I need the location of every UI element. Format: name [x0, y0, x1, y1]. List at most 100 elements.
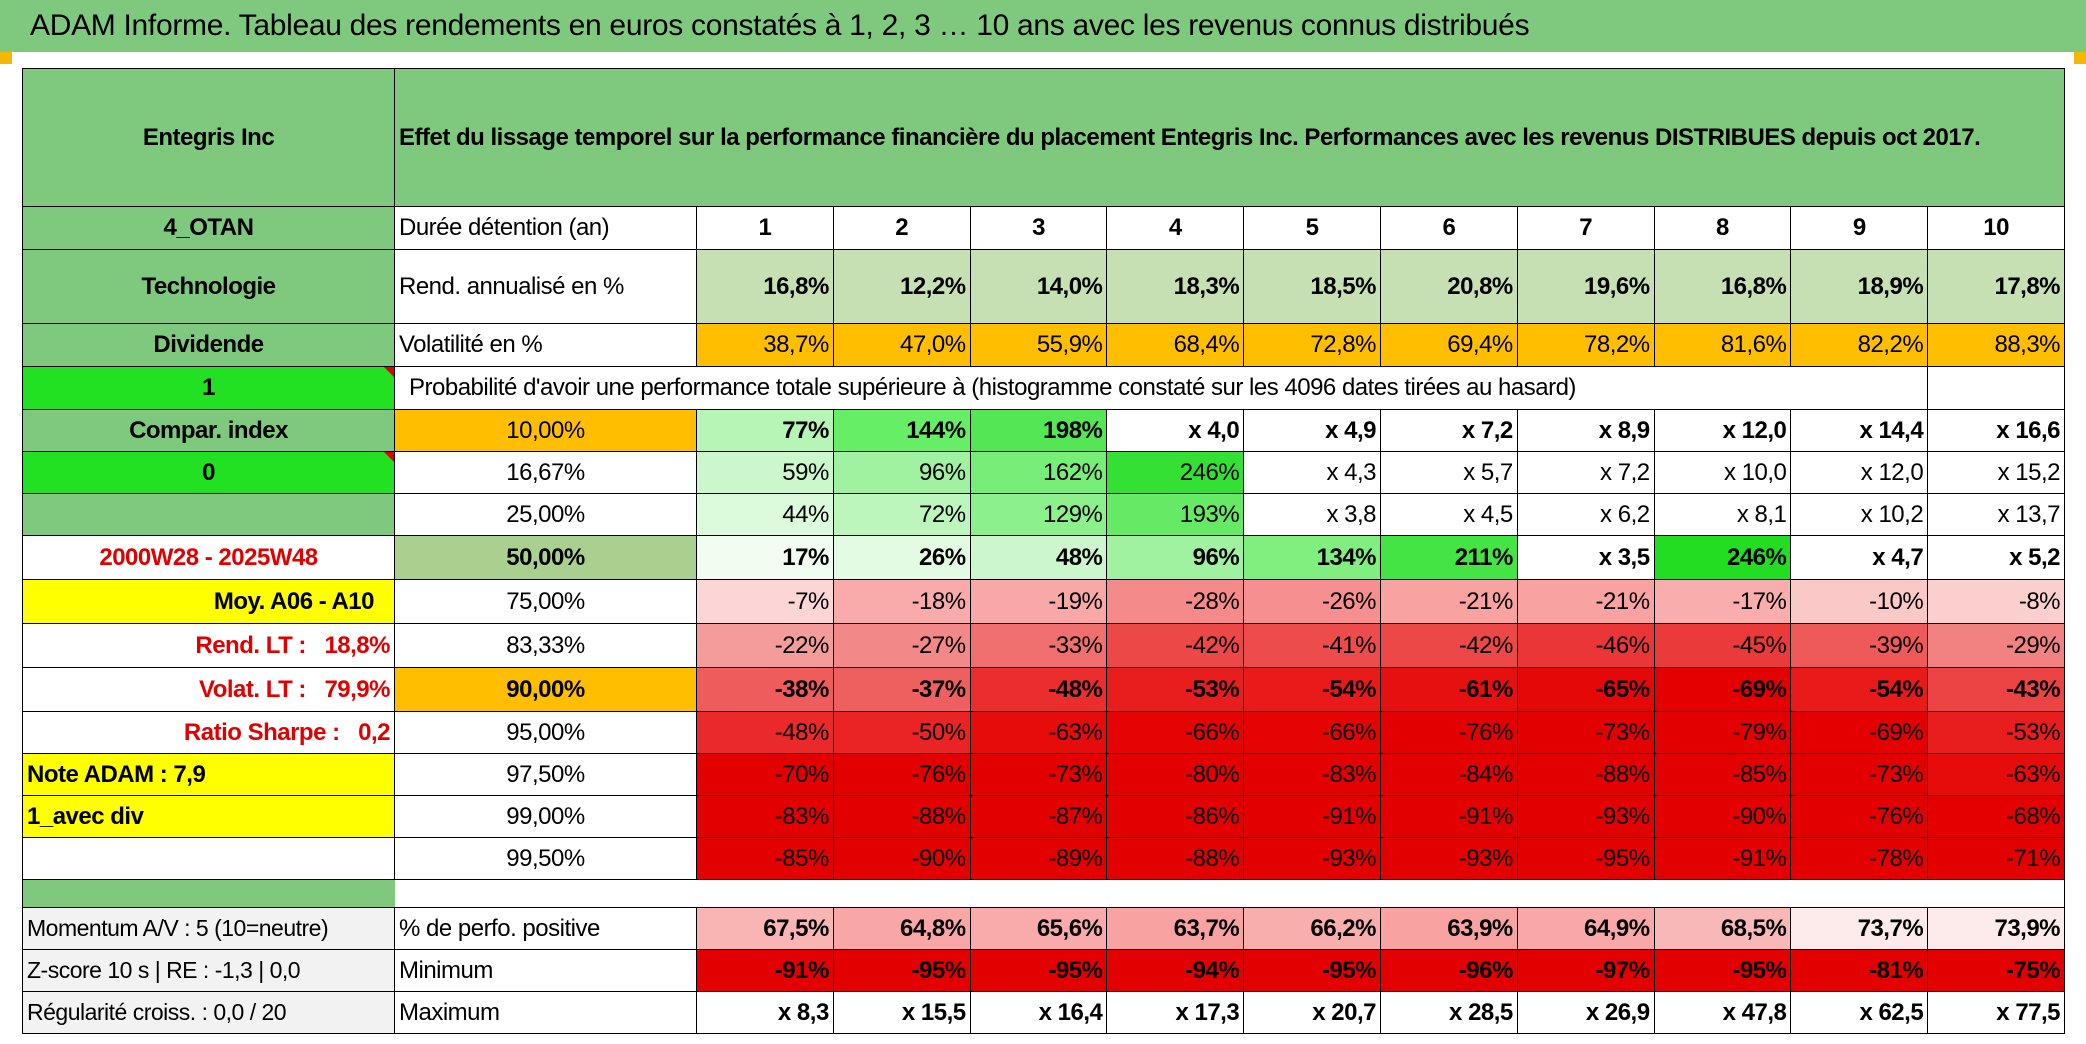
quantile-value-cell: 48% [969, 535, 1108, 580]
quantile-value-cell: 193% [1106, 493, 1245, 536]
year-cell: 10 [1927, 206, 2066, 250]
min-value-cell: -95% [832, 949, 971, 992]
min-label: Minimum [394, 949, 697, 992]
quantile-value-cell: -73% [1516, 711, 1655, 754]
quantile-value-cell: -29% [1927, 623, 2066, 668]
quantile-value-cell: -69% [1653, 667, 1792, 712]
quantile-value-cell: -90% [1653, 795, 1792, 838]
quantile-value-cell: x 4,9 [1243, 409, 1381, 452]
quantile-value-cell: -38% [696, 667, 834, 712]
min-value-cell: -95% [969, 949, 1108, 992]
quantile-row: Ratio Sharpe : 0,2 95,00% -48% -50% -63% -6… [22, 711, 2066, 754]
quantile-value-cell: -7% [696, 579, 834, 624]
quantile-value-cell: -80% [1106, 753, 1245, 796]
year-cell: 9 [1790, 206, 1929, 250]
vol-cell: 38,7% [696, 323, 834, 367]
quantile-value-cell: -8% [1927, 579, 2066, 624]
max-value-cell: x 17,3 [1106, 991, 1245, 1034]
quantile-value-cell: -53% [1927, 711, 2066, 754]
quantile-value-cell: -21% [1379, 579, 1518, 624]
pos-value-cell: 63,9% [1379, 907, 1518, 950]
quantile-value-cell: x 4,3 [1243, 451, 1381, 494]
vol-cell: 47,0% [832, 323, 971, 367]
quantile-row: 25,00% 44% 72% 129% 193% x 3,8 x 4,5 x 6,2 x 8,… [22, 493, 2066, 536]
quantile-value-cell: x 8,9 [1516, 409, 1655, 452]
empty-cell [1927, 366, 2066, 410]
rend-cell: 16,8% [1653, 249, 1792, 324]
quantile-value-cell: -22% [696, 623, 834, 668]
quantile-value-cell: -33% [969, 623, 1108, 668]
quantile-value-cell: x 16,6 [1927, 409, 2066, 452]
table-description: Effet du lissage temporel sur la perform… [393, 68, 2066, 207]
pos-value-cell: 67,5% [696, 907, 834, 950]
quantile-label: 97,50% [394, 753, 697, 796]
quantile-value-cell: -90% [832, 837, 971, 880]
quantile-value-cell: -50% [832, 711, 971, 754]
moy-label: Moy. A06 - A10 [22, 579, 395, 624]
min-value-cell: -91% [696, 949, 834, 992]
quantile-row: 1_avec div 99,00% -83% -88% -87% -86% -91% -9… [22, 795, 2066, 838]
quantile-row: 99,50% -85% -90% -89% -88% -93% -93% -95% -91% -… [22, 837, 2066, 880]
pos-row: Momentum A/V : 5 (10=neutre) % de perfo.… [22, 907, 2066, 950]
quantile-label: 10,00% [394, 409, 697, 452]
sector-label: Technologie [22, 249, 395, 324]
quantile-value-cell: x 7,2 [1379, 409, 1518, 452]
quantile-value-cell: -54% [1243, 667, 1381, 712]
quantile-value-cell: -48% [696, 711, 834, 754]
probability-row: 1 Probabilité d'avoir une performance to… [22, 366, 2066, 410]
corner-marker [2074, 52, 2086, 64]
quantile-row: Volat. LT : 79,9% 90,00% -38% -37% -48% -53… [22, 667, 2066, 712]
max-value-cell: x 8,3 [696, 991, 834, 1034]
quantile-value-cell: -88% [832, 795, 971, 838]
quantile-value-cell: -83% [1243, 753, 1381, 796]
quantile-value-cell: -95% [1516, 837, 1655, 880]
quantile-value-cell: -73% [1790, 753, 1929, 796]
quantile-value-cell: 96% [832, 451, 971, 494]
quantile-row: Rend. LT : 18,8% 83,33% -22% -27% -33% -42%… [22, 623, 2066, 668]
quantile-label: 50,00% [394, 535, 697, 580]
quantile-value-cell: -93% [1516, 795, 1655, 838]
quantile-value-cell: x 5,7 [1379, 451, 1518, 494]
pos-label: % de perfo. positive [394, 907, 697, 950]
max-value-cell: x 20,7 [1243, 991, 1381, 1034]
quantile-value-cell: x 4,7 [1790, 535, 1929, 580]
flag-zero[interactable]: 0 [22, 451, 395, 494]
pos-value-cell: 73,9% [1927, 907, 2066, 950]
vol-row: Dividende Volatilité en % 38,7% 47,0% 55… [22, 323, 2066, 367]
quantile-value-cell: x 4,0 [1106, 409, 1245, 452]
year-cell: 1 [696, 206, 834, 250]
quantile-value-cell: -86% [1106, 795, 1245, 838]
quantile-value-cell: 44% [696, 493, 834, 536]
quantile-value-cell: -21% [1516, 579, 1655, 624]
quantile-value-cell: -83% [696, 795, 834, 838]
quantile-value-cell: -89% [969, 837, 1108, 880]
quantile-row: Compar. index 10,00% 77% 144% 198% x 4,0 x 4… [22, 409, 2066, 452]
pos-value-cell: 64,9% [1516, 907, 1655, 950]
max-value-cell: x 26,9 [1516, 991, 1655, 1034]
quantile-value-cell: x 13,7 [1927, 493, 2066, 536]
quantile-value-cell: -76% [832, 753, 971, 796]
quantile-value-cell: -45% [1653, 623, 1792, 668]
quantile-value-cell: x 4,5 [1379, 493, 1518, 536]
flag-one[interactable]: 1 [22, 366, 395, 410]
quantile-value-cell: -37% [832, 667, 971, 712]
vol-cell: 72,8% [1243, 323, 1381, 367]
pos-value-cell: 63,7% [1106, 907, 1245, 950]
quantile-value-cell: -10% [1790, 579, 1929, 624]
rend-cell: 19,6% [1516, 249, 1655, 324]
quantile-value-cell: -87% [969, 795, 1108, 838]
quantile-label: 75,00% [394, 579, 697, 624]
quantile-value-cell: -88% [1106, 837, 1245, 880]
quantile-value-cell: -79% [1653, 711, 1792, 754]
quantile-value-cell: -68% [1927, 795, 2066, 838]
volat-lt-label: Volat. LT : [198, 675, 306, 703]
rend-label: Rend. annualisé en % [394, 249, 697, 324]
quantile-value-cell: x 10,0 [1653, 451, 1792, 494]
quantile-value-cell: -93% [1379, 837, 1518, 880]
max-value-cell: x 77,5 [1927, 991, 2066, 1034]
quantile-value-cell: x 6,2 [1516, 493, 1655, 536]
quantile-value-cell: 134% [1243, 535, 1381, 580]
quantile-value-cell: 144% [832, 409, 971, 452]
year-cell: 7 [1516, 206, 1655, 250]
quantile-value-cell: -88% [1516, 753, 1655, 796]
